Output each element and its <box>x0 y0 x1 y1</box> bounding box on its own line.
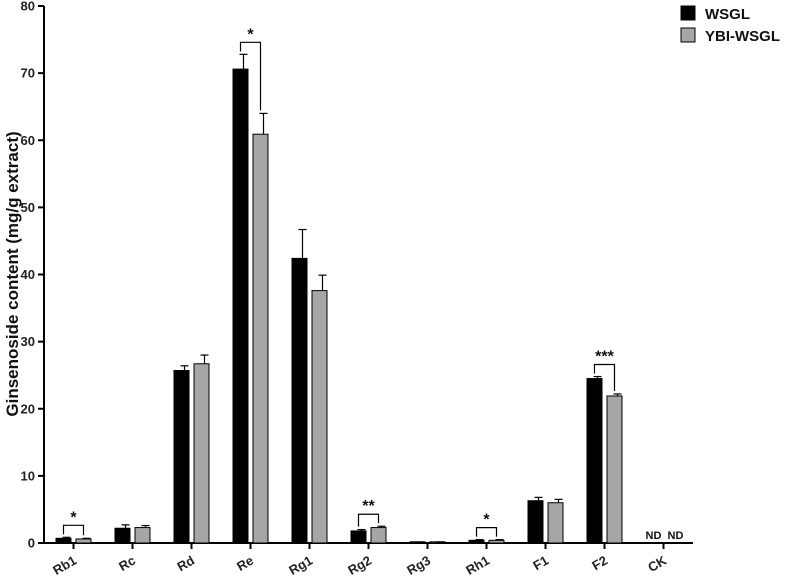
y-tick-label: 0 <box>28 536 35 551</box>
significance-bracket <box>239 41 262 111</box>
x-tick-label: Rh1 <box>463 553 492 578</box>
y-axis: 0 10 20 30 40 50 60 70 80 <box>21 0 45 551</box>
y-tick-label: 30 <box>21 334 35 349</box>
significance-bracket <box>593 363 616 391</box>
significance-label: ** <box>362 498 375 515</box>
bar-wsgl-rg2 <box>350 530 367 544</box>
bar-wsgl-rb1 <box>55 537 72 544</box>
y-tick-label: 50 <box>21 200 35 215</box>
bar-wsgl-re <box>232 68 249 544</box>
legend-label-ybi-wsgl: YBI-WSGL <box>705 28 780 45</box>
x-tick-label: Re <box>234 553 256 574</box>
x-tick-label: F2 <box>589 553 610 574</box>
x-tick-label: Rg2 <box>345 553 374 578</box>
bar-ybi-wsgl-f1 <box>547 502 564 544</box>
bar-ybi-wsgl-rd <box>193 363 210 544</box>
bar-ybi-wsgl-rg2 <box>370 527 387 544</box>
x-tick-label: F1 <box>530 553 551 574</box>
x-tick-label: Rb1 <box>50 553 79 578</box>
bar-wsgl-rc <box>114 527 131 544</box>
x-tick-label: Rd <box>174 553 197 575</box>
bars <box>55 53 623 544</box>
y-tick-label: 80 <box>21 0 35 14</box>
significance-bracket <box>357 513 380 527</box>
y-axis-title: Ginsenoside content (mg/g extract) <box>3 131 22 416</box>
bar-ybi-wsgl-rh1 <box>488 539 505 544</box>
y-tick-label: 10 <box>21 468 35 483</box>
bar-wsgl-rh1 <box>468 539 485 544</box>
bar-ybi-wsgl-re <box>252 133 269 544</box>
bar-wsgl-rd <box>173 369 190 544</box>
legend-swatch-ybi-wsgl <box>680 27 696 43</box>
y-tick-label: 20 <box>21 401 35 416</box>
y-tick-label: 60 <box>21 133 35 148</box>
significance-label: * <box>247 26 254 43</box>
x-tick-label: Rc <box>116 553 138 574</box>
bar-ybi-wsgl-rb1 <box>75 538 92 544</box>
significance-label: * <box>483 512 490 529</box>
nd-label-ybi-wsgl: ND <box>668 530 684 542</box>
bar-ybi-wsgl-rc <box>134 527 151 544</box>
significance-bracket <box>475 527 498 537</box>
significance-annotations: ********ND ND <box>62 26 684 542</box>
y-tick-label: 70 <box>21 66 35 81</box>
bar-wsgl-f1 <box>527 500 544 544</box>
x-tick-label: Rg1 <box>286 553 315 578</box>
nd-label-wsgl: ND <box>646 530 662 542</box>
significance-label: *** <box>595 349 614 366</box>
x-tick-label: CK <box>645 552 669 575</box>
bar-ybi-wsgl-rg1 <box>311 290 328 544</box>
y-tick-label: 40 <box>21 267 35 282</box>
bar-wsgl-rg1 <box>291 257 308 544</box>
significance-label: * <box>70 509 77 526</box>
legend-label-wsgl: WSGL <box>705 6 750 23</box>
legend: WSGL YBI-WSGL <box>680 5 780 45</box>
bar-wsgl-f2 <box>586 378 603 544</box>
x-axis: Rb1 Rc Rd Re Rg1 Rg2 Rg3 Rh1 F1 F2 CK <box>44 542 693 578</box>
significance-bracket <box>62 524 85 536</box>
legend-swatch-wsgl <box>680 5 696 21</box>
bar-ybi-wsgl-f2 <box>606 395 623 544</box>
x-tick-label: Rg3 <box>404 553 433 578</box>
